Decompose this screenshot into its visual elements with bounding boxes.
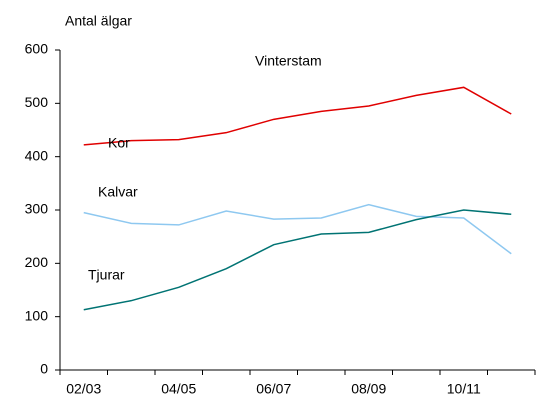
- x-tick-label: 02/03: [66, 381, 101, 397]
- y-axis-label: Antal älgar: [65, 13, 132, 29]
- series-label: Kalvar: [98, 184, 138, 200]
- y-tick-label: 600: [25, 41, 49, 57]
- series-label: Kor: [108, 135, 130, 151]
- y-tick-label: 400: [25, 147, 49, 163]
- x-tick-label: 10/11: [447, 381, 481, 397]
- series-line: [83, 209, 512, 311]
- series-label: Tjurar: [88, 267, 125, 283]
- y-tick-label: 0: [40, 361, 48, 377]
- series-line: [83, 203, 512, 255]
- y-tick-label: 100: [25, 307, 49, 323]
- x-tick-label: 08/09: [351, 381, 386, 397]
- y-tick-label: 200: [25, 254, 49, 270]
- chart-title: Vinterstam: [255, 53, 322, 69]
- series-line: [83, 86, 512, 146]
- y-tick-label: 300: [25, 201, 49, 217]
- x-tick-label: 06/07: [256, 381, 291, 397]
- y-tick-label: 500: [25, 94, 49, 110]
- x-tick-label: 04/05: [161, 381, 196, 397]
